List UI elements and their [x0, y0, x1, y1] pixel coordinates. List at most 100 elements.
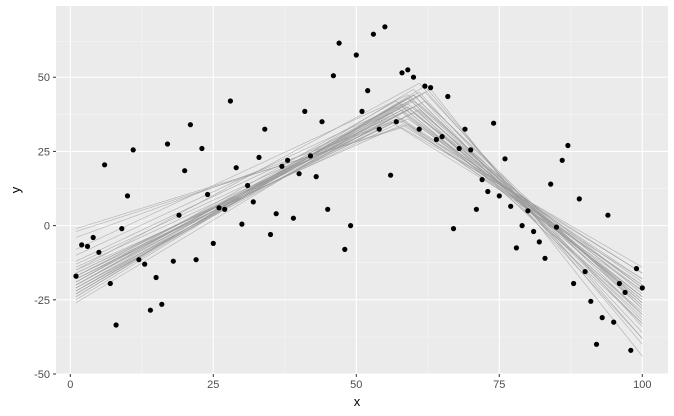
data-point [639, 285, 645, 291]
data-point [548, 181, 554, 187]
data-point [142, 261, 148, 267]
data-point [256, 154, 262, 160]
data-point [296, 171, 302, 177]
data-point [616, 280, 623, 287]
data-point [439, 134, 445, 140]
data-point [330, 73, 336, 79]
y-tick-label: -50 [34, 369, 50, 381]
y-tick-label: -25 [34, 295, 50, 307]
data-point [302, 108, 308, 114]
fit-line [75, 91, 643, 333]
fit-line [75, 91, 643, 327]
y-axis: -50 -25 0 25 50 [34, 72, 56, 381]
y-axis-title: y [8, 186, 23, 193]
data-point [348, 223, 354, 229]
data-point [119, 226, 125, 232]
data-points [73, 24, 645, 353]
data-point [187, 122, 193, 128]
data-point [313, 174, 319, 180]
fit-line [75, 118, 643, 280]
data-point [422, 83, 428, 89]
data-point [370, 31, 376, 37]
data-point [79, 242, 85, 248]
data-point [462, 126, 468, 132]
data-point [633, 266, 640, 272]
y-tick-label: 50 [38, 72, 50, 84]
data-point [456, 145, 462, 152]
data-point [479, 177, 485, 183]
data-point [628, 347, 634, 353]
data-point [250, 199, 256, 205]
data-point [582, 269, 588, 275]
data-point [227, 98, 233, 104]
data-point [393, 119, 399, 125]
data-point [210, 240, 216, 246]
data-point [73, 273, 79, 279]
data-point [399, 70, 405, 76]
data-point [571, 280, 577, 287]
data-point [433, 136, 439, 143]
data-point [124, 193, 131, 199]
plot-panel [56, 6, 668, 374]
data-point [553, 224, 560, 230]
x-tick-label: 25 [207, 379, 219, 391]
data-point [147, 307, 153, 313]
data-point [84, 243, 91, 249]
x-tick-label: 75 [493, 379, 505, 391]
data-point [410, 74, 417, 80]
data-point [325, 206, 331, 212]
data-point [502, 156, 508, 162]
data-point [90, 234, 96, 241]
data-point [513, 245, 520, 251]
data-point [205, 191, 211, 198]
data-point [279, 163, 285, 169]
data-point [136, 257, 142, 263]
data-point [473, 206, 479, 212]
data-point [273, 211, 279, 217]
data-point [376, 126, 382, 132]
data-point [622, 289, 628, 295]
data-point [468, 147, 474, 153]
data-point [307, 153, 314, 159]
data-point [405, 67, 411, 73]
data-point [605, 212, 611, 218]
data-point [153, 274, 159, 281]
data-point [599, 315, 605, 321]
data-point [107, 280, 113, 287]
fit-line [75, 112, 643, 292]
x-axis-title: x [354, 394, 361, 409]
fit-line [75, 127, 643, 268]
fit-line [75, 115, 643, 286]
y-tick-label: 25 [38, 146, 50, 158]
fit-line [75, 106, 643, 298]
data-point [611, 319, 617, 325]
data-point [290, 215, 296, 221]
data-point [245, 182, 251, 189]
data-point [359, 108, 365, 114]
data-point [382, 24, 388, 30]
data-point [525, 208, 531, 214]
data-point [285, 157, 291, 163]
data-point [262, 126, 268, 132]
fit-line [75, 106, 643, 306]
data-point [353, 52, 359, 58]
x-tick-label: 0 [67, 379, 73, 391]
data-point [199, 145, 205, 152]
data-point [365, 88, 371, 94]
grid-minor [56, 6, 668, 374]
data-point [388, 172, 394, 178]
data-point [130, 147, 136, 153]
data-point [536, 239, 542, 245]
data-point [342, 246, 348, 252]
data-point [336, 40, 342, 46]
x-axis: 0 25 50 75 100 [67, 374, 651, 391]
x-tick-label: 50 [350, 379, 362, 391]
data-point [428, 85, 434, 91]
data-point [239, 221, 245, 227]
data-point [445, 93, 451, 100]
data-point [170, 258, 176, 264]
data-point [176, 212, 182, 218]
data-point [496, 193, 502, 199]
data-point [519, 223, 525, 229]
